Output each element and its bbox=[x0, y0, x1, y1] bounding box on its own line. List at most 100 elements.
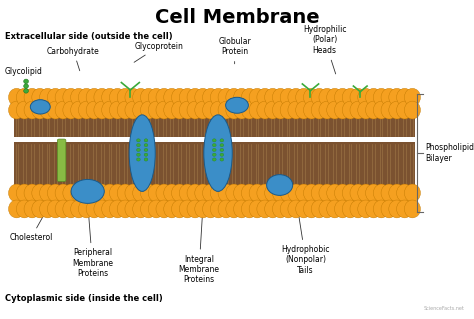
Ellipse shape bbox=[303, 200, 319, 218]
Ellipse shape bbox=[342, 184, 358, 202]
Ellipse shape bbox=[319, 200, 335, 218]
Text: Cytoplasmic side (inside the cell): Cytoplasmic side (inside the cell) bbox=[5, 294, 163, 303]
Ellipse shape bbox=[156, 88, 172, 106]
Ellipse shape bbox=[9, 101, 25, 119]
Ellipse shape bbox=[234, 101, 250, 119]
Ellipse shape bbox=[296, 88, 312, 106]
Ellipse shape bbox=[202, 184, 219, 202]
Ellipse shape bbox=[342, 200, 358, 218]
Ellipse shape bbox=[101, 101, 118, 119]
Ellipse shape bbox=[257, 184, 273, 202]
Ellipse shape bbox=[187, 101, 203, 119]
Ellipse shape bbox=[212, 158, 216, 161]
Ellipse shape bbox=[389, 88, 405, 106]
Ellipse shape bbox=[381, 88, 397, 106]
Ellipse shape bbox=[234, 88, 250, 106]
Ellipse shape bbox=[311, 88, 328, 106]
Ellipse shape bbox=[86, 101, 102, 119]
Ellipse shape bbox=[179, 200, 195, 218]
Ellipse shape bbox=[365, 200, 382, 218]
Ellipse shape bbox=[195, 101, 211, 119]
Ellipse shape bbox=[140, 184, 156, 202]
Ellipse shape bbox=[117, 88, 133, 106]
Ellipse shape bbox=[264, 200, 281, 218]
Ellipse shape bbox=[156, 101, 172, 119]
Ellipse shape bbox=[133, 101, 149, 119]
Ellipse shape bbox=[94, 184, 110, 202]
Ellipse shape bbox=[264, 184, 281, 202]
Ellipse shape bbox=[335, 88, 351, 106]
Ellipse shape bbox=[249, 184, 265, 202]
Text: Carbohydrate: Carbohydrate bbox=[47, 47, 100, 71]
Ellipse shape bbox=[144, 148, 148, 152]
Text: Integral
Membrane
Proteins: Integral Membrane Proteins bbox=[179, 194, 219, 285]
Ellipse shape bbox=[288, 101, 304, 119]
Ellipse shape bbox=[55, 184, 71, 202]
Ellipse shape bbox=[220, 139, 224, 142]
Ellipse shape bbox=[187, 184, 203, 202]
Ellipse shape bbox=[78, 200, 94, 218]
Ellipse shape bbox=[94, 101, 110, 119]
Bar bbox=[14, 142, 415, 190]
Ellipse shape bbox=[55, 88, 71, 106]
Ellipse shape bbox=[226, 88, 242, 106]
Ellipse shape bbox=[55, 200, 71, 218]
Ellipse shape bbox=[55, 101, 71, 119]
Ellipse shape bbox=[144, 158, 148, 161]
Ellipse shape bbox=[137, 153, 140, 156]
Ellipse shape bbox=[327, 200, 343, 218]
Ellipse shape bbox=[257, 88, 273, 106]
Ellipse shape bbox=[280, 200, 296, 218]
Text: Cell Membrane: Cell Membrane bbox=[155, 8, 319, 27]
Ellipse shape bbox=[195, 88, 211, 106]
Ellipse shape bbox=[397, 184, 413, 202]
Ellipse shape bbox=[117, 184, 133, 202]
Ellipse shape bbox=[288, 200, 304, 218]
Ellipse shape bbox=[144, 139, 148, 142]
Ellipse shape bbox=[140, 101, 156, 119]
Ellipse shape bbox=[125, 200, 141, 218]
Ellipse shape bbox=[204, 115, 232, 191]
Ellipse shape bbox=[101, 200, 118, 218]
Ellipse shape bbox=[172, 101, 188, 119]
Ellipse shape bbox=[358, 184, 374, 202]
Ellipse shape bbox=[220, 158, 224, 161]
Ellipse shape bbox=[109, 184, 126, 202]
Ellipse shape bbox=[148, 101, 164, 119]
Ellipse shape bbox=[218, 88, 234, 106]
Ellipse shape bbox=[133, 200, 149, 218]
Ellipse shape bbox=[212, 144, 216, 147]
Ellipse shape bbox=[303, 88, 319, 106]
Ellipse shape bbox=[249, 101, 265, 119]
Ellipse shape bbox=[78, 101, 94, 119]
Ellipse shape bbox=[71, 101, 87, 119]
Ellipse shape bbox=[16, 200, 32, 218]
Ellipse shape bbox=[164, 101, 180, 119]
Ellipse shape bbox=[32, 88, 48, 106]
Ellipse shape bbox=[101, 184, 118, 202]
Ellipse shape bbox=[288, 88, 304, 106]
Ellipse shape bbox=[24, 89, 28, 93]
Ellipse shape bbox=[179, 88, 195, 106]
Ellipse shape bbox=[71, 179, 104, 204]
Ellipse shape bbox=[86, 200, 102, 218]
Ellipse shape bbox=[39, 184, 55, 202]
Ellipse shape bbox=[311, 200, 328, 218]
Ellipse shape bbox=[117, 200, 133, 218]
Ellipse shape bbox=[296, 184, 312, 202]
Ellipse shape bbox=[350, 200, 366, 218]
Ellipse shape bbox=[296, 200, 312, 218]
Ellipse shape bbox=[129, 115, 155, 191]
Ellipse shape bbox=[288, 184, 304, 202]
Ellipse shape bbox=[335, 101, 351, 119]
Ellipse shape bbox=[241, 184, 257, 202]
Ellipse shape bbox=[125, 101, 141, 119]
Ellipse shape bbox=[234, 184, 250, 202]
Ellipse shape bbox=[358, 200, 374, 218]
Ellipse shape bbox=[30, 100, 50, 114]
Ellipse shape bbox=[327, 101, 343, 119]
Ellipse shape bbox=[342, 88, 358, 106]
Ellipse shape bbox=[140, 88, 156, 106]
Text: Hydrophilic
(Polar)
Heads: Hydrophilic (Polar) Heads bbox=[303, 25, 346, 74]
Ellipse shape bbox=[350, 101, 366, 119]
